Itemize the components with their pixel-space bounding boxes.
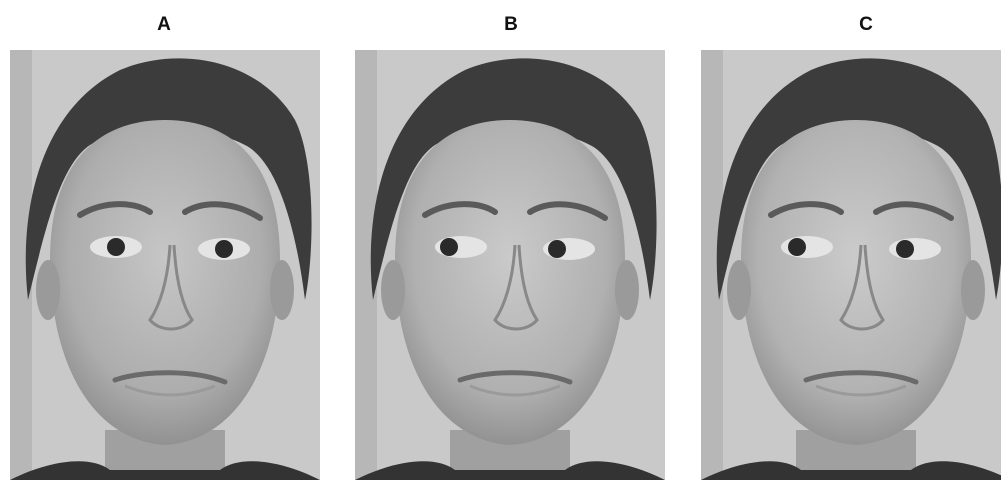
panel-label-c: C (859, 14, 873, 35)
backdrop-shadow (701, 50, 723, 480)
neck (796, 430, 916, 480)
face-photo-a (10, 50, 320, 480)
shoulders (355, 461, 665, 480)
iris-left (440, 238, 458, 256)
shoulders (701, 461, 1001, 480)
face-photo-c (701, 50, 1001, 480)
hair (25, 58, 312, 300)
nose (493, 244, 539, 331)
ear-left (381, 260, 405, 320)
shoulders (10, 461, 320, 480)
brow-right (527, 201, 608, 221)
lower-lip (124, 384, 216, 397)
iris-left (107, 238, 125, 256)
panel-label-a: A (157, 14, 171, 35)
face-illustration-a (10, 50, 320, 480)
ear-right (270, 260, 294, 320)
ear-left (36, 260, 60, 320)
nose (148, 244, 194, 331)
hair (716, 58, 1001, 300)
backdrop-shadow (355, 50, 377, 480)
nose (839, 244, 885, 331)
brow-left (422, 201, 498, 218)
face-illustration-b (355, 50, 665, 480)
lower-lip (469, 384, 561, 397)
brow-right (182, 201, 263, 221)
brow-left (77, 201, 153, 218)
iris-right (896, 240, 914, 258)
neck (450, 430, 570, 480)
iris-right (548, 240, 566, 258)
iris-left (788, 238, 806, 256)
iris-right (215, 240, 233, 258)
mouth (457, 370, 573, 385)
hair (370, 58, 657, 300)
lower-lip (815, 384, 907, 397)
ear-right (961, 260, 985, 320)
ear-right (615, 260, 639, 320)
ear-left (727, 260, 751, 320)
face-illustration-c (701, 50, 1001, 480)
mouth (803, 370, 919, 385)
face-photo-b (355, 50, 665, 480)
brow-left (768, 201, 844, 218)
mouth (112, 370, 228, 385)
neck (105, 430, 225, 480)
panel-label-b: B (504, 14, 518, 35)
brow-right (873, 201, 954, 221)
backdrop-shadow (10, 50, 32, 480)
